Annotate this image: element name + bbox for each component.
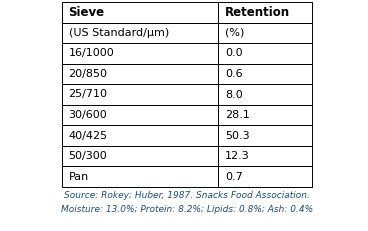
Bar xyxy=(218,43,312,64)
Text: Retention: Retention xyxy=(225,6,290,19)
Text: 0.0: 0.0 xyxy=(225,48,243,58)
Text: 30/600: 30/600 xyxy=(68,110,107,120)
Bar xyxy=(62,43,218,64)
Bar xyxy=(62,64,218,84)
Text: Moisture: 13.0%; Protein: 8.2%; Lipids: 0.8%; Ash: 0.4%: Moisture: 13.0%; Protein: 8.2%; Lipids: … xyxy=(61,205,313,214)
Bar xyxy=(62,125,218,146)
Bar xyxy=(218,23,312,43)
Text: (%): (%) xyxy=(225,28,244,38)
Text: Source: Rokey; Huber, 1987. Snacks Food Association.: Source: Rokey; Huber, 1987. Snacks Food … xyxy=(64,191,310,200)
Bar xyxy=(218,105,312,125)
Bar xyxy=(218,84,312,105)
Bar xyxy=(62,146,218,167)
Bar xyxy=(218,2,312,23)
Bar xyxy=(218,167,312,187)
Bar xyxy=(218,64,312,84)
Bar xyxy=(62,23,218,43)
Text: 20/850: 20/850 xyxy=(68,69,107,79)
Text: 28.1: 28.1 xyxy=(225,110,250,120)
Bar xyxy=(62,105,218,125)
Bar xyxy=(62,2,218,23)
Text: 50.3: 50.3 xyxy=(225,131,250,141)
Text: 0.6: 0.6 xyxy=(225,69,243,79)
Text: 25/710: 25/710 xyxy=(68,89,107,100)
Text: Pan: Pan xyxy=(68,172,89,182)
Text: 0.7: 0.7 xyxy=(225,172,243,182)
Text: 12.3: 12.3 xyxy=(225,151,250,161)
Bar xyxy=(218,146,312,167)
Text: (US Standard/μm): (US Standard/μm) xyxy=(68,28,169,38)
Text: 40/425: 40/425 xyxy=(68,131,108,141)
Text: 50/300: 50/300 xyxy=(68,151,107,161)
Bar xyxy=(218,125,312,146)
Bar xyxy=(62,167,218,187)
Text: Sieve: Sieve xyxy=(68,6,105,19)
Text: 16/1000: 16/1000 xyxy=(68,48,114,58)
Bar xyxy=(62,84,218,105)
Text: 8.0: 8.0 xyxy=(225,89,243,100)
